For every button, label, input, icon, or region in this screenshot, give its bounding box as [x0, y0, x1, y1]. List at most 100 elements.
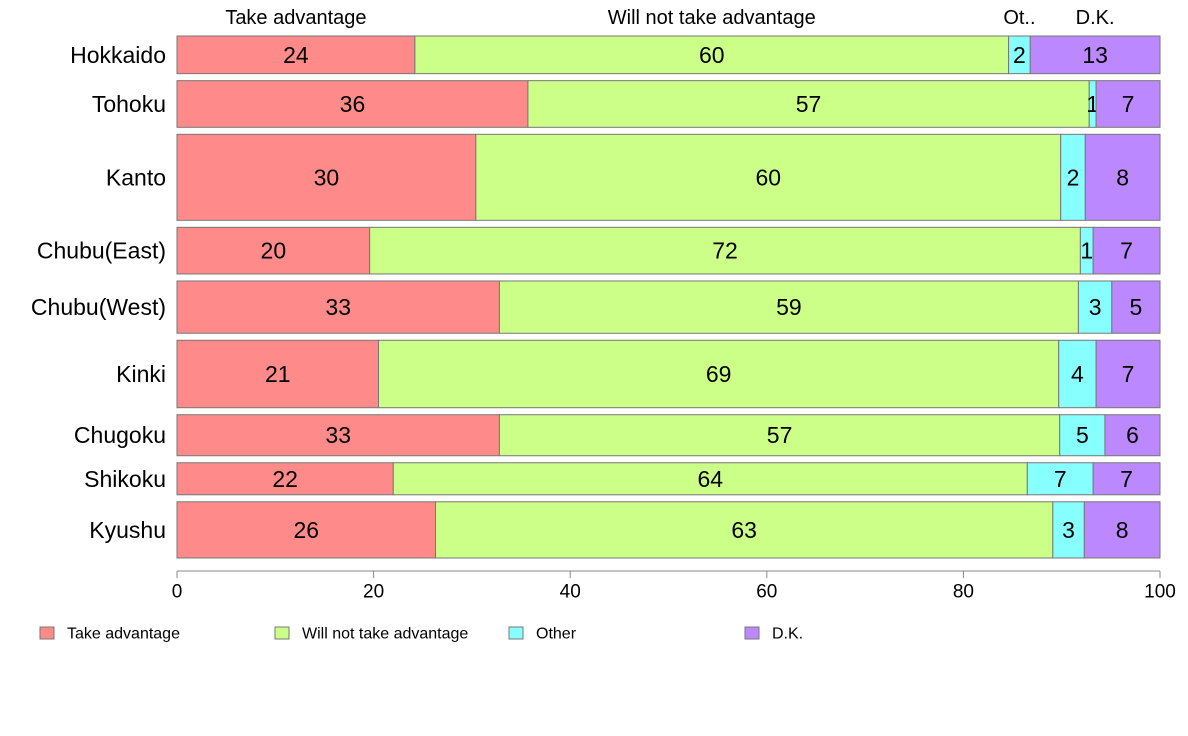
bar-row-tohoku: Tohoku 36 57 1 7: [92, 80, 1161, 128]
x-tick-label: 60: [756, 582, 777, 603]
column-header: Will not take advantage: [608, 7, 816, 29]
bar-segment-will-not-take-advantage: [378, 339, 1060, 409]
bar-row-shikoku: Shikoku 22 64 7 7: [84, 462, 1161, 496]
legend-item-d-k: D.K.: [744, 626, 803, 643]
legend-label: D.K.: [772, 626, 803, 643]
data-label: 7: [1120, 238, 1133, 264]
data-label: 64: [697, 466, 723, 492]
data-label: 57: [767, 422, 793, 448]
bar-segment-other: [1058, 339, 1097, 409]
data-label: 8: [1116, 164, 1129, 190]
bar-row-kanto: Kanto 30 60 2 8: [106, 133, 1161, 221]
data-label: 20: [261, 238, 287, 264]
x-axis: 0 20 40 60 80 100: [172, 570, 1176, 603]
data-label: 6: [1126, 422, 1139, 448]
bar-segment-d-k: [1092, 462, 1161, 496]
bar-segment-will-not-take-advantage: [527, 80, 1090, 128]
bar-row-chugoku: Chugoku 33 57 5 6: [74, 414, 1161, 457]
data-label: 5: [1076, 422, 1089, 448]
bar-segment-take-advantage: [176, 133, 477, 221]
data-label: 2: [1013, 42, 1026, 68]
legend-label: Will not take advantage: [302, 626, 468, 643]
bar-row-kyushu: Kyushu 26 63 3 8: [89, 501, 1161, 559]
bar-segment-other: [1060, 133, 1086, 221]
legend-swatch: [39, 626, 55, 640]
data-label: 7: [1054, 466, 1067, 492]
bar-segment-d-k: [1095, 339, 1161, 409]
data-label: 36: [340, 91, 366, 117]
legend-label: Take advantage: [67, 626, 180, 643]
column-header: D.K.: [1076, 7, 1115, 29]
data-label: 7: [1122, 91, 1135, 117]
data-label: 63: [731, 517, 757, 543]
bar-row-chubu-west: Chubu(West) 33 59 3 5: [31, 280, 1161, 334]
data-label: 4: [1071, 361, 1084, 387]
bar-segment-take-advantage: [176, 226, 371, 275]
bar-segment-take-advantage: [176, 35, 416, 75]
row-label: Kyushu: [89, 517, 166, 543]
data-label: 33: [325, 422, 351, 448]
bar-segment-will-not-take-advantage: [475, 133, 1062, 221]
data-label: 21: [265, 361, 291, 387]
legend-label: Other: [536, 626, 577, 643]
row-label: Hokkaido: [70, 42, 166, 68]
data-label: 7: [1122, 361, 1135, 387]
bar-segment-d-k: [1084, 133, 1161, 221]
legend-swatch: [508, 626, 524, 640]
data-label: 2: [1067, 164, 1080, 190]
bar-segment-d-k: [1029, 35, 1161, 75]
data-label: 69: [706, 361, 732, 387]
data-label: 30: [314, 164, 340, 190]
data-label: 3: [1062, 517, 1075, 543]
data-label: 22: [272, 466, 298, 492]
bar-segment-d-k: [1104, 414, 1161, 457]
data-label: 8: [1116, 517, 1129, 543]
data-label: 60: [699, 42, 725, 68]
bar-row-chubu-east: Chubu(East) 20 72 1 7: [37, 226, 1161, 275]
row-label: Kinki: [116, 361, 166, 387]
data-label: 13: [1082, 42, 1108, 68]
x-tick-label: 40: [560, 582, 581, 603]
legend-item-other: Other: [508, 626, 577, 643]
x-tick-label: 80: [953, 582, 974, 603]
data-label: 33: [325, 294, 351, 320]
bar-segment-will-not-take-advantage: [392, 462, 1028, 496]
bar-segment-will-not-take-advantage: [369, 226, 1081, 275]
bar-segment-will-not-take-advantage: [414, 35, 1010, 75]
legend: Take advantage Will not take advantage Oth…: [39, 626, 803, 643]
column-header: Take advantage: [225, 7, 366, 29]
data-label: 3: [1089, 294, 1102, 320]
bar-segment-will-not-take-advantage: [498, 414, 1061, 457]
row-label: Chubu(West): [31, 294, 166, 320]
bar-segment-will-not-take-advantage: [498, 280, 1079, 334]
row-label: Chubu(East): [37, 238, 166, 264]
bar-segment-take-advantage: [176, 80, 529, 128]
bar-segment-take-advantage: [176, 462, 394, 496]
bar-segment-d-k: [1111, 280, 1161, 334]
legend-swatch: [274, 626, 290, 640]
data-label: 72: [712, 238, 738, 264]
bar-segment-will-not-take-advantage: [435, 501, 1054, 559]
data-label: 5: [1130, 294, 1143, 320]
bar-segment-other: [1059, 414, 1106, 457]
data-label: 24: [283, 42, 309, 68]
legend-item-will-not-take-advantage: Will not take advantage: [274, 626, 468, 643]
row-label: Kanto: [106, 164, 166, 190]
column-headers: Take advantage Will not take advantage Ot.…: [225, 7, 1114, 29]
data-label: 1: [1080, 238, 1093, 264]
bar-segment-d-k: [1083, 501, 1161, 559]
row-label: Chugoku: [74, 422, 166, 448]
x-tick-label: 100: [1144, 582, 1176, 603]
legend-swatch: [744, 626, 760, 640]
data-label: 26: [293, 517, 319, 543]
bar-segment-d-k: [1095, 80, 1161, 128]
x-tick-label: 20: [363, 582, 384, 603]
bar-segment-take-advantage: [176, 414, 500, 457]
row-label: Tohoku: [92, 91, 166, 117]
bar-row-kinki: Kinki 21 69 4 7: [116, 339, 1161, 409]
bar-segment-other: [1026, 462, 1094, 496]
data-label: 57: [796, 91, 822, 117]
bar-segment-take-advantage: [176, 339, 380, 409]
